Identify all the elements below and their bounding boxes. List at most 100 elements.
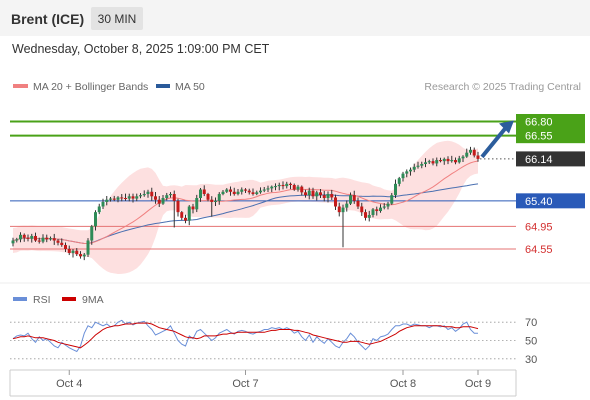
candle-body [461,156,465,159]
candle-body [386,203,390,207]
candle-body [202,189,206,195]
legend-rsi-label: RSI [33,294,51,306]
candle-body [97,206,101,213]
candle-body [292,184,296,190]
candle-body [431,161,435,164]
candle-body [367,215,371,218]
candle-body [401,173,405,179]
candle-body [22,234,26,238]
forecast-arrow-shaft [480,126,508,159]
candle-body [262,189,266,191]
candle-body [289,183,292,185]
candle-body [311,190,315,197]
candle-body [420,164,424,166]
candle-body [49,238,52,240]
level-label-65.40: 65.40 [525,196,553,208]
candle-body [165,195,169,198]
candle-body [146,191,150,195]
candle-body [349,195,352,204]
chart-datetime: Wednesday, October 8, 2025 1:09:00 PM CE… [12,42,270,56]
candle-body [304,192,307,196]
candle-body [307,190,311,196]
candle-body [259,190,262,193]
candle-body [454,160,457,163]
candle-body [345,203,349,208]
candle-body [86,240,90,255]
candle-body [150,191,154,197]
candle-body [139,195,142,197]
legend-rsi-swatch [13,297,27,301]
candle-body [157,199,161,204]
candle-body [450,160,454,162]
candle-body [300,186,304,193]
candle-body [112,198,116,200]
candle-body [30,235,34,239]
candle-body [217,194,221,201]
candle-body [37,240,41,242]
candle-body [169,194,172,196]
x-axis: Oct 4 Oct 7 Oct 8 Oct 9 [56,370,491,390]
candle-body [371,209,375,215]
candle-body [75,250,79,255]
rsi-line [12,319,478,353]
instrument-title: Brent (ICE) [11,11,84,27]
legend-ma50-label: MA 50 [175,81,205,93]
candle-body [382,206,386,208]
candle-body [296,186,300,190]
legend-9ma-label: 9MA [82,294,104,306]
level-label-box-66.55 [516,128,585,144]
x-tick-label: Oct 7 [232,378,258,390]
rsi-9ma-line [12,322,479,349]
candle-body [101,201,105,207]
candle-body [476,155,480,159]
candle-body [180,212,184,218]
candle-body [457,158,461,163]
candle-body [277,184,281,187]
candle-body [319,192,322,196]
level-label-64.55: 64.55 [525,244,553,256]
candle-body [274,186,277,188]
timeframe-label: 30 MIN [98,12,137,26]
legend-ma50-swatch [156,84,170,88]
candle-body [94,212,97,227]
candle-body [210,199,214,202]
candle-body [379,207,382,212]
candle-body [41,237,45,242]
level-label-box-66.80 [516,114,585,129]
candle-body [187,206,191,221]
candle-body [341,207,345,213]
candle-body [116,197,120,200]
candle-body [105,199,109,202]
candle-body [247,190,251,193]
candle-body [446,158,450,162]
candlesticks [11,146,480,261]
candle-body [255,192,259,195]
candle-body [270,186,274,189]
candle-body [397,178,401,184]
legend-9ma-swatch [62,297,76,301]
candle-body [232,191,236,195]
rsi-tick-30: 30 [525,354,537,366]
candle-body [221,191,225,195]
candle-body [154,196,157,200]
candle-body [82,254,86,257]
timeframe-badge[interactable] [91,7,143,30]
candle-body [240,189,244,192]
candle-body [11,240,15,244]
candle-body [161,198,165,204]
candle-body [19,234,22,240]
candle-body [405,171,409,174]
header-bar [0,0,590,36]
legend-ma20-swatch [13,84,28,88]
candle-body [67,249,71,253]
candle-body [472,149,476,156]
candle-body [206,194,210,200]
price-level-labels: 66.80 66.55 66.14 65.40 64.95 64.55 [516,114,585,256]
candle-body [465,152,469,157]
candle-body [442,158,446,162]
candle-body [34,235,37,241]
rsi-panel: 70 50 30 [10,317,537,366]
candle-body [334,197,337,207]
candle-body [322,195,326,198]
candle-body [412,166,416,170]
